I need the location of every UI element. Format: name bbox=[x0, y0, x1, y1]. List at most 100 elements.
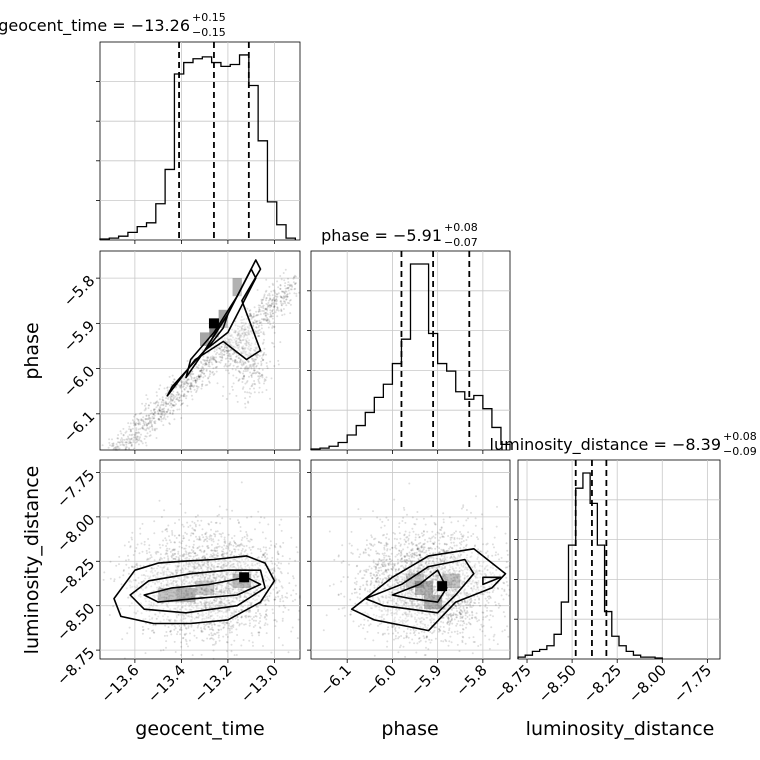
sample-point bbox=[179, 385, 182, 387]
sample-point bbox=[258, 334, 261, 337]
sample-point bbox=[154, 411, 157, 414]
sample-point bbox=[182, 385, 185, 388]
sample-point bbox=[189, 385, 192, 388]
sample-point bbox=[136, 436, 138, 439]
sample-point bbox=[190, 382, 193, 385]
sample-point bbox=[248, 324, 251, 327]
sample-point bbox=[249, 371, 252, 374]
sample-point bbox=[272, 588, 275, 591]
sample-point bbox=[240, 542, 243, 545]
sample-point bbox=[280, 296, 283, 298]
sample-point bbox=[245, 339, 248, 342]
sample-point bbox=[246, 516, 248, 519]
sample-point bbox=[358, 556, 361, 558]
sample-point bbox=[192, 629, 195, 632]
sample-point bbox=[254, 372, 257, 375]
sample-point bbox=[276, 558, 279, 561]
sample-point bbox=[200, 629, 203, 632]
sample-point bbox=[230, 627, 233, 630]
sample-point bbox=[243, 328, 245, 330]
sample-point bbox=[221, 356, 224, 359]
sample-point bbox=[231, 353, 234, 356]
sample-point bbox=[173, 625, 176, 628]
sample-point bbox=[141, 426, 143, 429]
sample-point bbox=[411, 638, 414, 641]
sample-point bbox=[212, 540, 215, 543]
sample-point bbox=[251, 634, 254, 637]
sample-point bbox=[165, 646, 167, 649]
sample-point bbox=[231, 618, 234, 621]
sample-point bbox=[238, 334, 240, 337]
sample-point bbox=[279, 275, 282, 277]
sample-point bbox=[166, 387, 169, 389]
sample-point bbox=[238, 543, 241, 546]
sample-point bbox=[260, 318, 263, 321]
sample-point bbox=[233, 534, 236, 537]
sample-point bbox=[109, 444, 111, 447]
sample-point bbox=[142, 629, 144, 632]
sample-point bbox=[244, 549, 247, 552]
sample-point bbox=[258, 321, 261, 324]
sample-point bbox=[461, 624, 464, 627]
sample-point bbox=[241, 378, 244, 380]
sample-point bbox=[261, 302, 264, 305]
sample-point bbox=[221, 517, 224, 520]
sample-point bbox=[254, 349, 257, 351]
sample-point bbox=[240, 552, 243, 554]
sample-point bbox=[115, 447, 118, 450]
sample-point bbox=[221, 555, 224, 558]
sample-point bbox=[241, 308, 244, 310]
sample-point bbox=[349, 613, 352, 616]
sample-point bbox=[216, 530, 219, 533]
sample-point bbox=[208, 380, 211, 383]
sample-point bbox=[193, 388, 196, 391]
sample-point bbox=[259, 313, 262, 316]
sample-point bbox=[134, 434, 137, 437]
sample-point bbox=[498, 558, 501, 561]
sample-point bbox=[283, 279, 286, 282]
sample-point bbox=[208, 359, 211, 362]
sample-point bbox=[138, 437, 141, 440]
sample-point bbox=[124, 448, 127, 451]
sample-point bbox=[258, 391, 260, 394]
sample-point bbox=[244, 342, 247, 345]
sample-point bbox=[235, 340, 238, 342]
sample-point bbox=[180, 394, 183, 397]
sample-point bbox=[412, 530, 415, 533]
sample-point bbox=[269, 592, 272, 595]
sample-point bbox=[251, 332, 253, 335]
sample-point bbox=[271, 608, 274, 611]
sample-point bbox=[506, 549, 509, 552]
sample-point bbox=[200, 369, 203, 372]
sample-point bbox=[241, 318, 244, 321]
sample-point bbox=[351, 592, 353, 595]
sample-point bbox=[174, 522, 176, 525]
sample-point bbox=[163, 407, 166, 410]
sample-point bbox=[221, 355, 224, 357]
sample-point bbox=[263, 333, 266, 336]
sample-point bbox=[244, 406, 247, 409]
sample-point bbox=[239, 339, 242, 342]
sample-point bbox=[378, 553, 381, 555]
sample-point bbox=[184, 380, 187, 383]
sample-point bbox=[262, 312, 265, 315]
sample-point bbox=[253, 306, 256, 309]
sample-point bbox=[156, 410, 159, 413]
sample-point bbox=[137, 435, 140, 438]
sample-point bbox=[131, 427, 134, 430]
sample-point bbox=[238, 332, 241, 335]
sample-point bbox=[373, 538, 375, 541]
sample-point bbox=[249, 352, 252, 355]
sample-point bbox=[258, 622, 260, 625]
sample-point bbox=[394, 555, 397, 558]
sample-point bbox=[264, 319, 267, 322]
sample-point bbox=[254, 330, 257, 333]
sample-point bbox=[270, 377, 273, 380]
sample-point bbox=[137, 422, 140, 425]
sample-point bbox=[160, 403, 163, 406]
sample-point bbox=[227, 547, 230, 550]
sample-point bbox=[150, 409, 153, 412]
sample-point bbox=[458, 650, 461, 653]
sample-point bbox=[257, 375, 260, 378]
sample-point bbox=[242, 362, 245, 365]
